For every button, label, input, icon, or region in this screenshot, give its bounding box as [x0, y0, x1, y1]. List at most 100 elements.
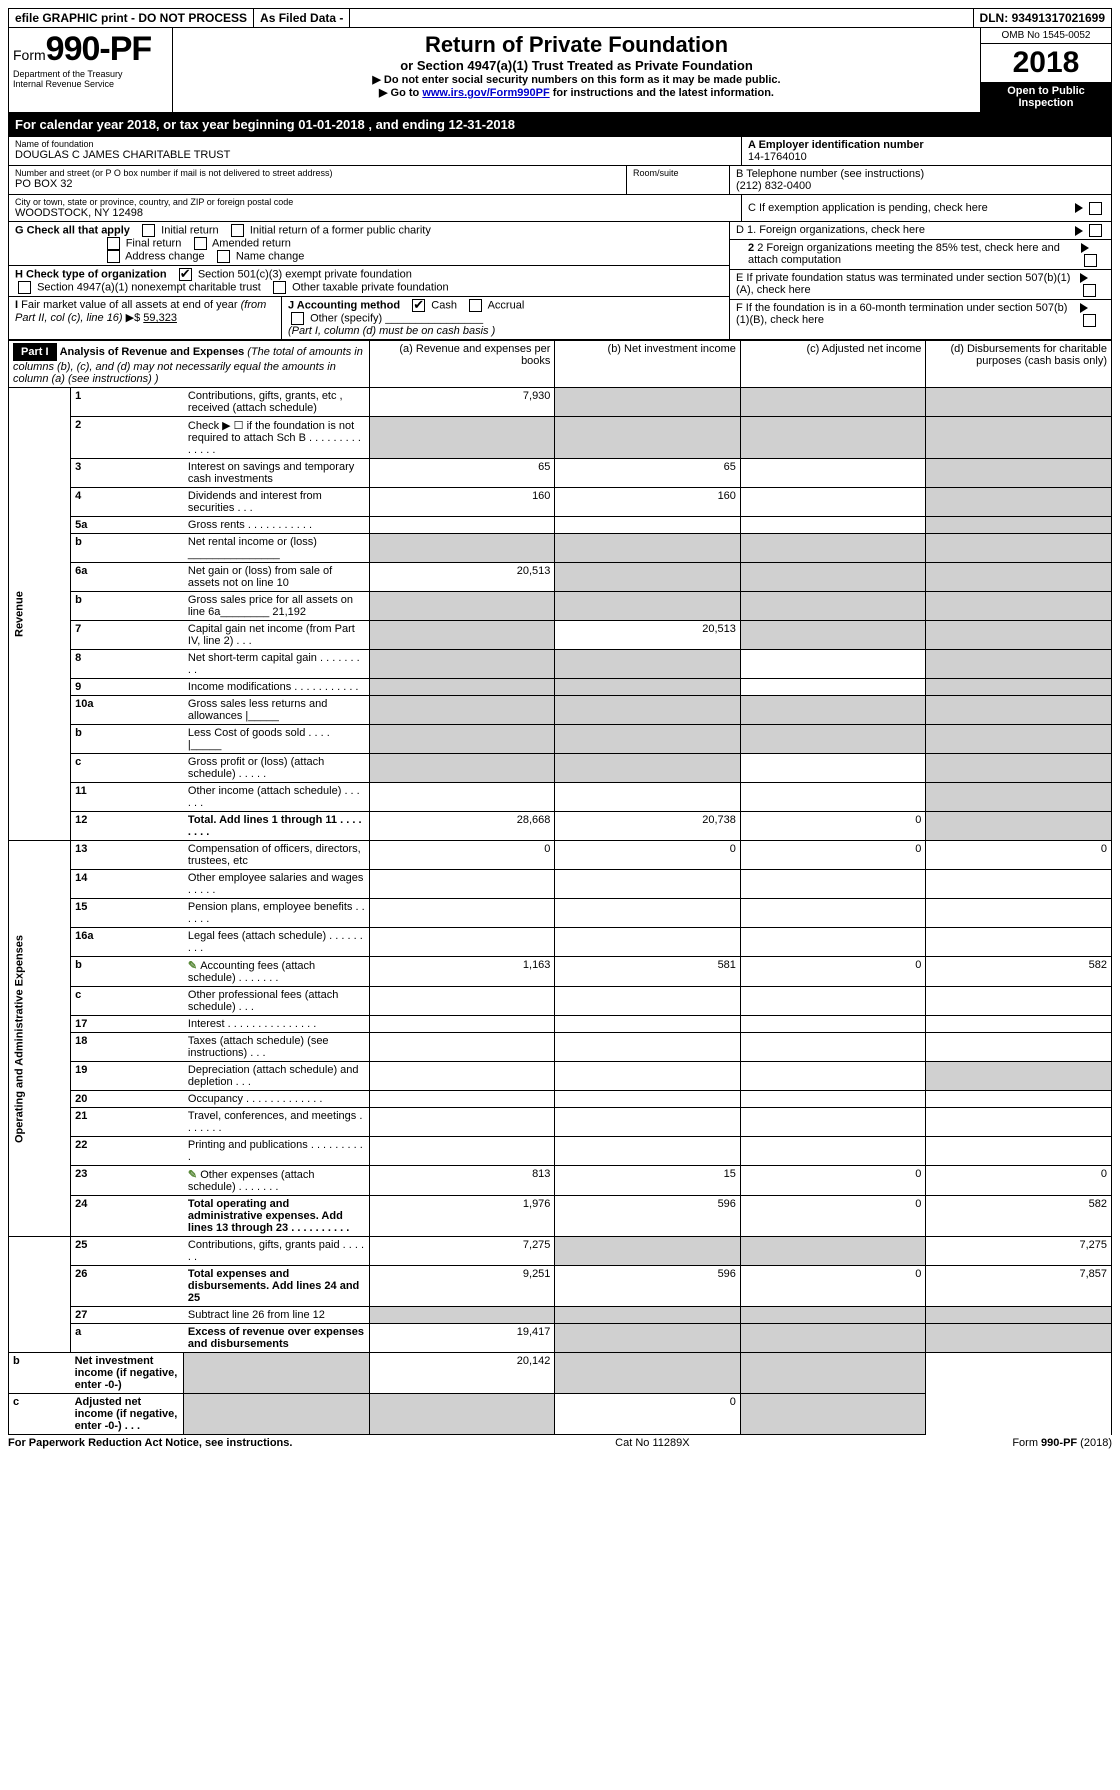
line-row-15: 15Pension plans, employee benefits . . .… — [9, 899, 1112, 928]
h-label: H Check type of organization — [15, 268, 167, 280]
line-no: 8 — [71, 650, 184, 679]
attach-icon[interactable]: ✎ — [188, 1169, 200, 1181]
cell-d — [926, 621, 1112, 650]
arrow-icon — [1075, 226, 1083, 236]
line-row-5a: 5aGross rents . . . . . . . . . . . — [9, 517, 1112, 534]
cell-d: 7,275 — [926, 1237, 1112, 1266]
header-left: Form990-PF Department of the Treasury In… — [9, 28, 173, 112]
d2-cell: 2 2 Foreign organizations meeting the 85… — [730, 240, 1111, 270]
line-no: 9 — [71, 679, 184, 696]
cell-a: 160 — [369, 488, 555, 517]
cell-d — [926, 650, 1112, 679]
line-row-19: 19Depreciation (attach schedule) and dep… — [9, 1062, 1112, 1091]
cash-checkbox[interactable] — [412, 299, 425, 312]
d2-label: 2 Foreign organizations meeting the 85% … — [748, 242, 1060, 266]
line-row-21: 21Travel, conferences, and meetings . . … — [9, 1108, 1112, 1137]
city-c-row: City or town, state or province, country… — [8, 195, 1112, 222]
accrual-checkbox[interactable] — [469, 299, 482, 312]
sec501-checkbox[interactable] — [179, 268, 192, 281]
cell-a: 28,668 — [369, 812, 555, 841]
footer: For Paperwork Reduction Act Notice, see … — [8, 1435, 1112, 1451]
cell-b — [555, 1062, 741, 1091]
dept-treasury: Department of the Treasury — [13, 69, 168, 79]
cell-c — [740, 1108, 926, 1137]
cell-a — [184, 1394, 370, 1435]
line-row-6a: 6aNet gain or (loss) from sale of assets… — [9, 563, 1112, 592]
other-tax-label: Other taxable private foundation — [292, 281, 449, 293]
cell-a — [369, 899, 555, 928]
addr-change-checkbox[interactable] — [107, 250, 120, 263]
cell-a — [369, 783, 555, 812]
other-method-checkbox[interactable] — [291, 312, 304, 325]
line-row-8: 8Net short-term capital gain . . . . . .… — [9, 650, 1112, 679]
cell-c — [740, 754, 926, 783]
line-row-1: Revenue1Contributions, gifts, grants, et… — [9, 388, 1112, 417]
line-row-12: 12Total. Add lines 1 through 11 . . . . … — [9, 812, 1112, 841]
inst2-link[interactable]: www.irs.gov/Form990PF — [422, 87, 549, 99]
line-no: c — [71, 754, 184, 783]
f-label: F If the foundation is in a 60-month ter… — [736, 302, 1080, 327]
line-desc: Travel, conferences, and meetings . . . … — [188, 1110, 362, 1134]
d2-checkbox[interactable] — [1084, 254, 1097, 267]
city-value: WOODSTOCK, NY 12498 — [15, 207, 735, 219]
name-change-checkbox[interactable] — [217, 250, 230, 263]
cell-a: 813 — [369, 1166, 555, 1196]
line-desc: Income modifications . . . . . . . . . .… — [188, 681, 359, 693]
cell-c — [740, 459, 926, 488]
cell-d — [926, 725, 1112, 754]
header-right: OMB No 1545-0052 2018 Open to Public Ins… — [980, 28, 1111, 112]
c-checkbox[interactable] — [1089, 202, 1102, 215]
cell-b: 20,513 — [555, 621, 741, 650]
line-row-b: bGross sales price for all assets on lin… — [9, 592, 1112, 621]
part1-header-row: Part I Analysis of Revenue and Expenses … — [9, 341, 1112, 388]
cell-a — [369, 534, 555, 563]
room-label: Room/suite — [633, 168, 723, 178]
line-row-9: 9 Income modifications . . . . . . . . . … — [9, 679, 1112, 696]
cell-a: 7,930 — [369, 388, 555, 417]
line-row-16a: 16aLegal fees (attach schedule) . . . . … — [9, 928, 1112, 957]
cell-c — [740, 899, 926, 928]
attach-icon[interactable]: ✎ — [188, 960, 200, 972]
cell-a: 7,275 — [369, 1237, 555, 1266]
cell-a — [369, 417, 555, 459]
cell-a — [369, 987, 555, 1016]
cell-d — [926, 783, 1112, 812]
phone-value: (212) 832-0400 — [736, 180, 1105, 192]
cell-c — [740, 621, 926, 650]
cell-d — [926, 417, 1112, 459]
line-desc: Net gain or (loss) from sale of assets n… — [188, 565, 332, 589]
top-bar: efile GRAPHIC print - DO NOT PROCESS As … — [8, 8, 1112, 28]
cell-a — [369, 1108, 555, 1137]
line-desc: Gross rents . . . . . . . . . . . — [188, 519, 312, 531]
addr-phone-row: Number and street (or P O box number if … — [8, 166, 1112, 195]
line-no: b — [71, 725, 184, 754]
open-public: Open to Public Inspection — [981, 82, 1111, 112]
cell-a — [369, 696, 555, 725]
cell-b: 596 — [555, 1266, 741, 1307]
e-checkbox[interactable] — [1083, 284, 1096, 297]
final-return-checkbox[interactable] — [107, 237, 120, 250]
line-no: 18 — [71, 1033, 184, 1062]
part1-label: Part I — [13, 343, 57, 361]
cell-d — [926, 388, 1112, 417]
cell-c — [740, 679, 926, 696]
sec4947-checkbox[interactable] — [18, 281, 31, 294]
line-no: 10a — [71, 696, 184, 725]
cell-b — [555, 650, 741, 679]
initial-former-checkbox[interactable] — [231, 224, 244, 237]
cell-d — [926, 459, 1112, 488]
ghij-block: G Check all that apply Initial return In… — [9, 222, 730, 339]
initial-return-checkbox[interactable] — [142, 224, 155, 237]
final-return-label: Final return — [126, 237, 182, 249]
cell-c: 0 — [740, 1196, 926, 1237]
line-no: c — [9, 1394, 71, 1435]
form-subtitle: or Section 4947(a)(1) Trust Treated as P… — [177, 58, 976, 73]
name-change-label: Name change — [236, 250, 305, 262]
other-tax-checkbox[interactable] — [273, 281, 286, 294]
line-row-c: cOther professional fees (attach schedul… — [9, 987, 1112, 1016]
amended-checkbox[interactable] — [194, 237, 207, 250]
cell-c — [740, 1016, 926, 1033]
cell-c — [555, 1353, 741, 1394]
f-checkbox[interactable] — [1083, 314, 1096, 327]
d1-checkbox[interactable] — [1089, 224, 1102, 237]
